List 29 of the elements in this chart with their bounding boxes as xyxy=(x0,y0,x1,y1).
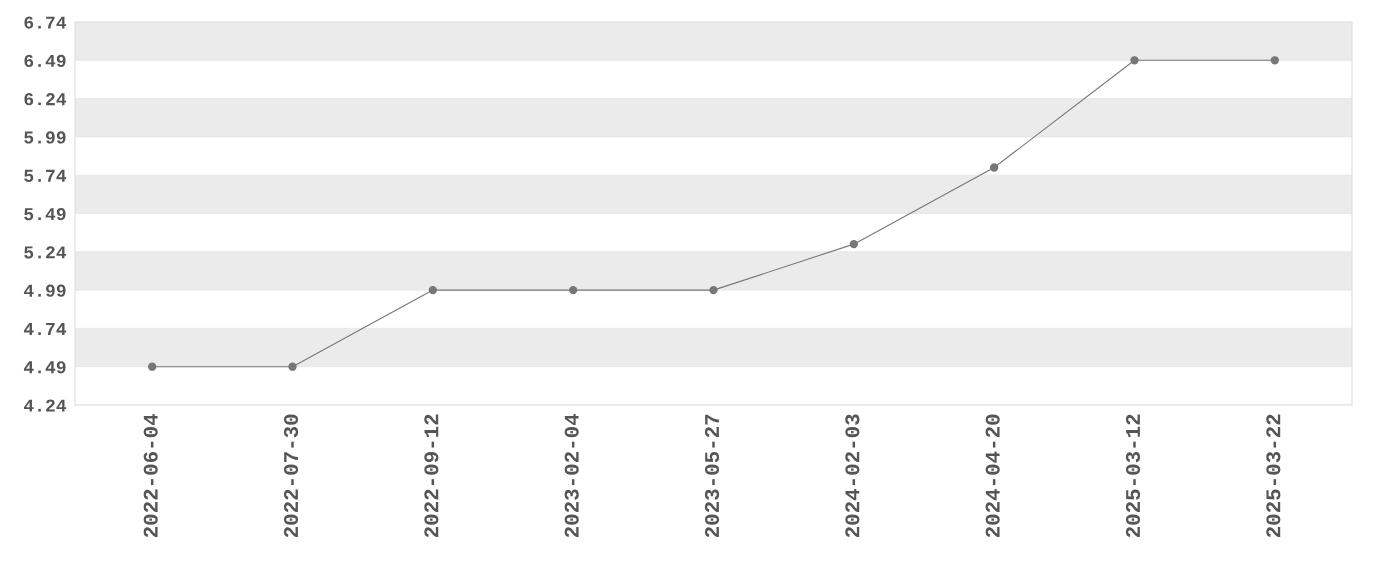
x-tick-label: 2023-05-27 xyxy=(704,414,720,538)
x-tick-label: 2025-03-12 xyxy=(1125,414,1141,538)
point xyxy=(989,163,999,172)
point xyxy=(148,362,157,371)
x-tick-label: 2024-04-20 xyxy=(985,414,1000,538)
y-tick-label: 6.24 xyxy=(24,93,67,106)
x-tick-label: 2022-07-30 xyxy=(283,414,299,538)
x-tick-label: 2022-09-12 xyxy=(424,414,439,538)
y-tick-label: 5.49 xyxy=(24,207,66,221)
point xyxy=(709,285,718,295)
x-tick-label: 2024-02-03 xyxy=(845,414,860,538)
y-tick-label: 6.49 xyxy=(24,54,66,68)
y-tick-label: 6.74 xyxy=(24,16,67,29)
x-tick-label: 2022-06-04 xyxy=(143,413,158,538)
x-tick-label: 2023-02-04 xyxy=(564,413,579,538)
point xyxy=(428,285,438,295)
point xyxy=(1270,56,1279,65)
y-tick-label: 4.99 xyxy=(23,284,66,297)
y-tick-label: 5.24 xyxy=(24,246,67,259)
y-tick-label: 4.24 xyxy=(23,399,67,412)
y-tick-label: 4.49 xyxy=(23,361,66,374)
point xyxy=(288,362,297,371)
x-tick-label: 2025-03-22 xyxy=(1266,414,1281,538)
point xyxy=(849,239,858,249)
y-tick-label: 5.99 xyxy=(24,131,66,144)
point xyxy=(569,285,578,295)
point xyxy=(1130,56,1139,65)
y-tick-label: 5.74 xyxy=(24,169,67,182)
y-tick-label: 4.74 xyxy=(23,323,67,335)
